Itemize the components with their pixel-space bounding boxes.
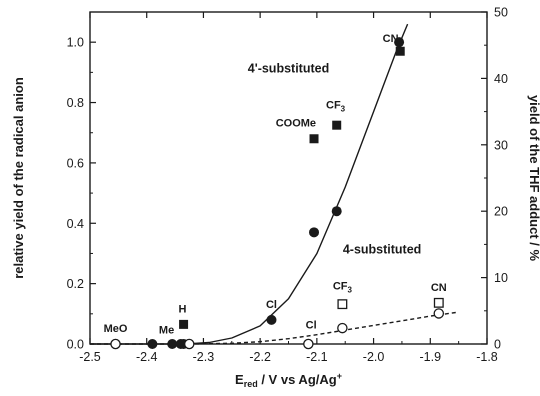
point-annotation: CF3 [326, 100, 346, 114]
data-points [110, 37, 445, 350]
y-tick-label: 0.8 [67, 96, 84, 110]
x-tick-label: -2.4 [136, 350, 158, 364]
point-annotation: COOMe [276, 118, 316, 130]
x-axis-ticks: -2.5 -2.4 -2.3 -2.2 -2.1 -2.0 -1.9 -1.8 [79, 12, 498, 364]
x-axis-label: Ered / V vs Ag/Ag+ [235, 371, 342, 389]
point-annotation: H [178, 303, 186, 315]
filled-square-point [179, 319, 189, 329]
point-annotation: Me [159, 324, 174, 336]
y-tick-label: 0.2 [67, 277, 84, 291]
filled-circle-point [147, 339, 158, 349]
filled-circle-point [394, 37, 405, 48]
y2-tick-label: 30 [494, 138, 508, 152]
x-tick-label: -2.1 [306, 350, 328, 364]
y2-axis-label: yield of the THF adduct / % [527, 95, 540, 262]
point-annotation: CF3 [333, 281, 353, 295]
y-tick-label: 0.4 [67, 217, 84, 231]
point-annotation: MeO [104, 323, 128, 335]
point-annotation: CN [383, 33, 399, 45]
open-circle-point [183, 338, 195, 350]
filled-circle-point [309, 227, 320, 238]
filled-circle-point [331, 206, 342, 217]
y-tick-label: 0.6 [67, 156, 84, 170]
x-tick-label: -2.3 [193, 350, 215, 364]
filled-circle-point [266, 314, 277, 325]
point-annotation: Cl [306, 319, 317, 331]
series-group-label: 4'-substituted [248, 61, 329, 75]
open-square-point [433, 297, 444, 308]
open-circle-point [110, 338, 121, 350]
dashed-fit-curve [90, 311, 459, 345]
open-circle-point [303, 338, 314, 350]
open-square-point [337, 299, 348, 310]
y-axis-ticks: 0.0 0.2 0.4 0.6 0.8 1.0 [67, 11, 96, 352]
solid-fit-curve [90, 23, 409, 345]
y-tick-label: 0.0 [67, 338, 84, 352]
x-tick-label: -2.0 [363, 350, 385, 364]
y2-axis-ticks: 0 10 20 30 40 50 [481, 6, 508, 352]
x-tick-label: -2.2 [249, 350, 271, 364]
y2-tick-label: 10 [494, 271, 508, 285]
point-annotation: Cl [266, 299, 277, 311]
point-annotation: CN [431, 282, 447, 294]
x-tick-label: -1.8 [476, 350, 498, 364]
open-circle-point [337, 322, 348, 334]
point-annotations: MeO Me H Cl COOMe CF3 CN Cl CF3 CN [104, 33, 447, 336]
fit-curves [90, 23, 459, 345]
group-labels: 4'-substituted 4-substituted [248, 61, 422, 256]
open-circle-point [433, 308, 445, 319]
y2-tick-label: 40 [494, 72, 508, 86]
x-tick-label: -1.9 [420, 350, 442, 364]
y-axis-label: relative yield of the radical anion [11, 77, 26, 279]
filled-square-point [332, 120, 342, 130]
y2-tick-label: 20 [494, 205, 508, 219]
filled-circle-point [167, 339, 178, 349]
x-tick-label: -2.5 [79, 350, 101, 364]
filled-square-point [309, 134, 319, 144]
filled-square-point [395, 46, 405, 56]
y2-tick-label: 0 [494, 338, 501, 352]
y2-tick-label: 50 [494, 6, 508, 20]
y-tick-label: 1.0 [67, 36, 84, 50]
series-group-label: 4-substituted [343, 242, 421, 256]
